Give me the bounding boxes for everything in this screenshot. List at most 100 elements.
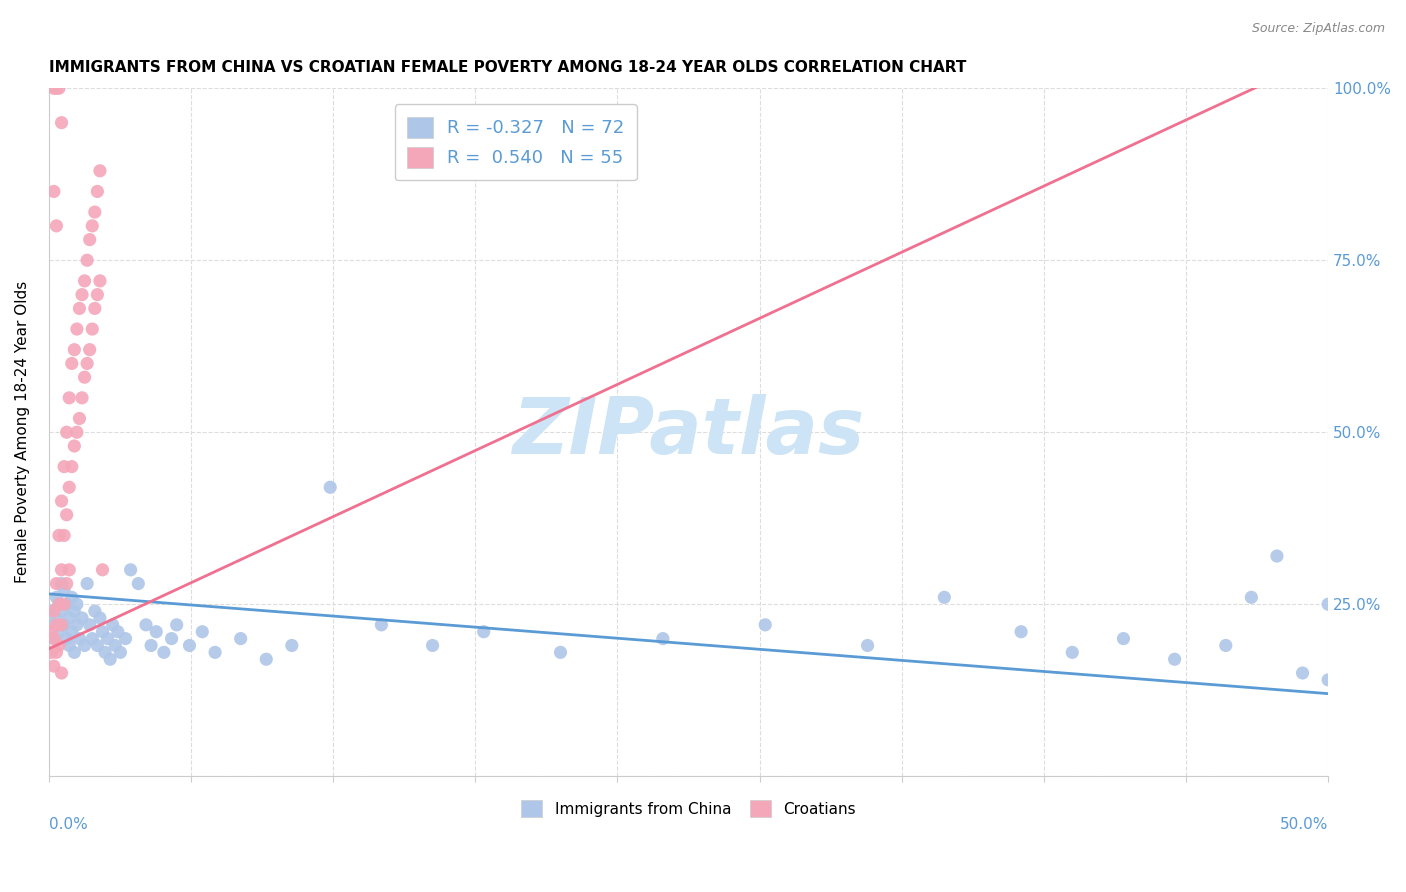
- Point: [166, 618, 188, 632]
- Point: [39, 645, 62, 659]
- Point: [153, 645, 176, 659]
- Point: [139, 639, 162, 653]
- Point: [42, 632, 65, 646]
- Point: [1317, 673, 1340, 687]
- Point: [53, 459, 76, 474]
- Point: [60, 356, 83, 370]
- Point: [53, 618, 76, 632]
- Point: [58, 611, 80, 625]
- Point: [229, 632, 252, 646]
- Point: [60, 624, 83, 639]
- Point: [69, 301, 91, 316]
- Point: [63, 604, 86, 618]
- Legend: Immigrants from China, Croatians: Immigrants from China, Croatians: [515, 794, 862, 823]
- Point: [63, 645, 86, 659]
- Point: [422, 639, 444, 653]
- Text: 50.0%: 50.0%: [1279, 817, 1329, 832]
- Point: [70, 287, 93, 301]
- Point: [42, 632, 65, 646]
- Point: [69, 411, 91, 425]
- Point: [82, 632, 104, 646]
- Point: [39, 604, 62, 618]
- Point: [1215, 639, 1237, 653]
- Point: [94, 645, 117, 659]
- Point: [160, 632, 183, 646]
- Point: [73, 274, 96, 288]
- Point: [83, 604, 105, 618]
- Point: [82, 322, 104, 336]
- Point: [60, 591, 83, 605]
- Point: [1163, 652, 1185, 666]
- Point: [934, 591, 956, 605]
- Point: [754, 618, 776, 632]
- Point: [98, 652, 121, 666]
- Point: [53, 583, 76, 598]
- Point: [97, 632, 120, 646]
- Point: [42, 659, 65, 673]
- Point: [48, 528, 70, 542]
- Point: [51, 665, 73, 680]
- Point: [83, 301, 105, 316]
- Point: [191, 624, 214, 639]
- Point: [79, 618, 101, 632]
- Point: [63, 439, 86, 453]
- Point: [145, 624, 167, 639]
- Point: [45, 219, 67, 233]
- Point: [70, 391, 93, 405]
- Point: [63, 343, 86, 357]
- Point: [281, 639, 304, 653]
- Point: [66, 618, 89, 632]
- Point: [69, 632, 91, 646]
- Point: [83, 205, 105, 219]
- Point: [1062, 645, 1084, 659]
- Point: [114, 632, 136, 646]
- Point: [1265, 549, 1288, 563]
- Point: [48, 597, 70, 611]
- Point: [76, 576, 98, 591]
- Point: [1291, 665, 1313, 680]
- Point: [91, 563, 114, 577]
- Point: [42, 185, 65, 199]
- Point: [856, 639, 879, 653]
- Point: [1112, 632, 1135, 646]
- Point: [70, 611, 93, 625]
- Point: [1317, 597, 1340, 611]
- Point: [1010, 624, 1032, 639]
- Point: [370, 618, 392, 632]
- Point: [135, 618, 157, 632]
- Point: [79, 233, 101, 247]
- Point: [45, 611, 67, 625]
- Point: [319, 480, 342, 494]
- Point: [91, 624, 114, 639]
- Point: [53, 528, 76, 542]
- Point: [107, 624, 129, 639]
- Point: [66, 322, 89, 336]
- Point: [51, 618, 73, 632]
- Point: [45, 618, 67, 632]
- Point: [66, 425, 89, 440]
- Point: [45, 81, 67, 95]
- Point: [73, 370, 96, 384]
- Point: [48, 597, 70, 611]
- Point: [48, 81, 70, 95]
- Point: [48, 624, 70, 639]
- Point: [472, 624, 495, 639]
- Point: [101, 618, 124, 632]
- Point: [76, 253, 98, 268]
- Point: [45, 591, 67, 605]
- Point: [45, 576, 67, 591]
- Point: [89, 274, 111, 288]
- Point: [60, 459, 83, 474]
- Point: [55, 632, 77, 646]
- Point: [179, 639, 201, 653]
- Point: [86, 639, 108, 653]
- Point: [42, 604, 65, 618]
- Point: [82, 219, 104, 233]
- Point: [51, 563, 73, 577]
- Point: [86, 287, 108, 301]
- Point: [86, 185, 108, 199]
- Point: [51, 604, 73, 618]
- Point: [51, 116, 73, 130]
- Y-axis label: Female Poverty Among 18-24 Year Olds: Female Poverty Among 18-24 Year Olds: [15, 281, 30, 583]
- Point: [120, 563, 142, 577]
